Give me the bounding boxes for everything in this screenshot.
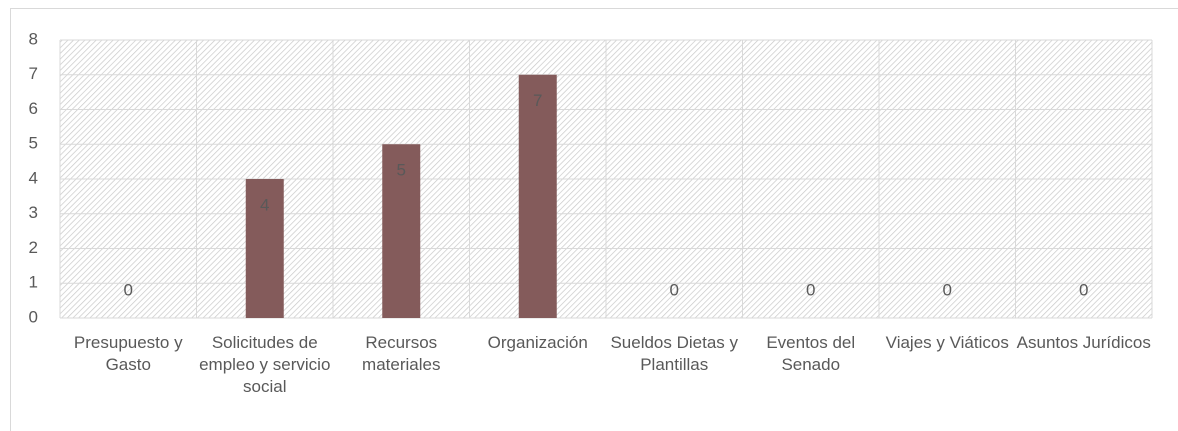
x-tick-label: Asuntos Jurídicos	[1016, 333, 1151, 352]
x-tick-label: Presupuesto y Gasto	[73, 333, 183, 374]
y-tick-label: 5	[29, 134, 38, 153]
y-tick-label: 8	[29, 29, 38, 48]
x-tick-label: Sueldos Dietas y Plantillas	[610, 333, 739, 374]
y-tick-label: 2	[29, 238, 38, 257]
y-tick-label: 7	[29, 64, 38, 83]
data-label: 5	[397, 161, 406, 180]
y-tick-label: 4	[29, 168, 38, 187]
bar	[245, 179, 284, 318]
y-tick-label: 0	[29, 307, 38, 326]
x-tick-label: Viajes y Viáticos	[885, 333, 1009, 352]
x-tick-label: Organización	[487, 333, 588, 352]
y-tick-label: 3	[29, 203, 38, 222]
data-label: 0	[670, 280, 679, 299]
data-label: 0	[124, 280, 133, 299]
data-label: 7	[533, 91, 542, 110]
bar	[382, 144, 421, 318]
data-label: 0	[1079, 280, 1088, 299]
data-label: 4	[260, 195, 269, 214]
data-label: 0	[943, 280, 952, 299]
data-label: 0	[806, 280, 815, 299]
bar	[518, 74, 557, 318]
x-tick-label: Recursos materiales	[362, 333, 441, 374]
y-tick-label: 6	[29, 99, 38, 118]
y-tick-label: 1	[29, 273, 38, 292]
x-tick-label: Solicitudes de empleo y servicio social	[199, 333, 331, 396]
x-tick-label: Eventos del Senado	[766, 333, 856, 374]
chart-border	[10, 8, 1178, 431]
